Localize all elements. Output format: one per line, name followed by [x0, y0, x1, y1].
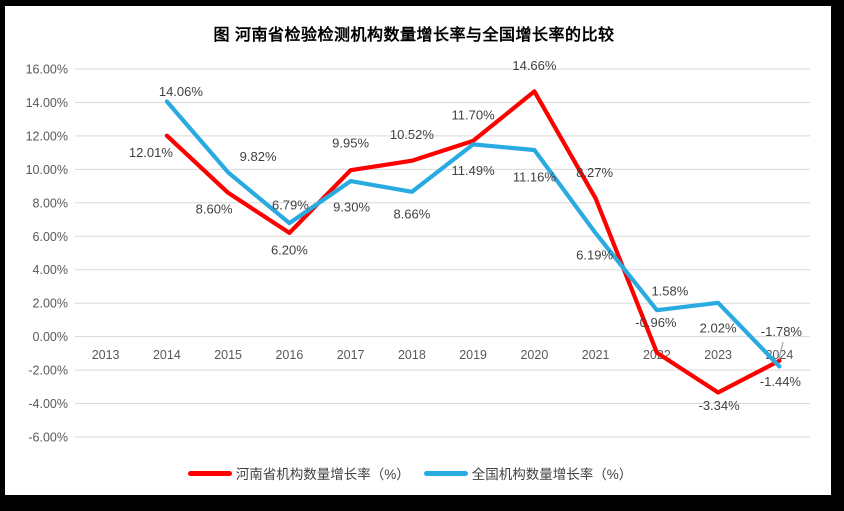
data-label-henan-2018: 10.52% [390, 127, 435, 142]
data-label-national-2015: 9.82% [240, 149, 277, 164]
data-label-henan-2023: -3.34% [698, 398, 740, 413]
national-line-swatch [423, 470, 468, 476]
chart-title: 图 河南省检验检测机构数量增长率与全国增长率的比较 [213, 27, 615, 44]
henan-line-swatch [187, 470, 232, 476]
data-label-national-2017: 9.30% [333, 200, 370, 215]
y-axis-tick-label: -4.00% [28, 397, 68, 411]
data-label-henan-2016: 6.20% [271, 242, 308, 257]
y-axis-tick-label: 14.00% [26, 96, 68, 110]
x-axis-tick-label: 2015 [214, 348, 242, 362]
y-axis-tick-label: 8.00% [33, 196, 68, 210]
data-label-henan-2015: 8.60% [196, 201, 233, 216]
data-label-henan-2024: -1.44% [760, 374, 802, 389]
data-label-henan-2021: 8.27% [576, 165, 613, 180]
data-label-henan-2019: 11.70% [452, 107, 496, 122]
legend-item-henan: 河南省机构数量增长率（%） [187, 463, 410, 483]
x-axis-tick-label: 2021 [582, 348, 610, 362]
data-label-national-2021: 6.19% [576, 248, 613, 263]
y-axis-tick-label: 12.00% [26, 129, 68, 143]
y-axis-tick-label: 4.00% [33, 263, 68, 277]
data-label-national-2023: 2.02% [700, 320, 737, 335]
data-label-national-2016: 6.79% [272, 198, 309, 213]
x-axis-tick-label: 2014 [153, 348, 181, 362]
y-axis-tick-label: -6.00% [28, 431, 68, 445]
y-axis-tick-label: 0.00% [33, 330, 68, 344]
x-axis-tick-label: 2018 [398, 348, 426, 362]
legend: 河南省机构数量增长率（%） 全国机构数量增长率（%） [0, 461, 820, 485]
data-label-national-2022: 1.58% [651, 284, 688, 299]
chart-background-panel [5, 6, 831, 495]
y-axis-tick-label: -2.00% [28, 364, 68, 378]
data-label-national-2020: 11.16% [513, 170, 557, 185]
data-label-henan-2022: -0.96% [635, 315, 677, 330]
data-label-national-2018: 8.66% [393, 206, 430, 221]
x-axis-tick-label: 2023 [704, 348, 732, 362]
x-axis-tick-label: 2016 [275, 348, 303, 362]
legend-item-national: 全国机构数量增长率（%） [423, 463, 633, 483]
data-label-national-2024: -1.78% [761, 324, 803, 339]
legend-label-national: 全国机构数量增长率（%） [471, 467, 633, 482]
data-label-national-2019: 11.49% [452, 163, 496, 178]
data-label-henan-2017: 9.95% [332, 136, 369, 151]
data-label-national-2014: 14.06% [159, 84, 204, 99]
y-axis-tick-label: 16.00% [26, 63, 68, 77]
y-axis-tick-label: 10.00% [26, 163, 68, 177]
series-line-national [164, 99, 782, 369]
data-label-henan-2014: 12.01% [129, 145, 174, 160]
y-axis-tick-label: 6.00% [33, 230, 68, 244]
y-axis-tick-label: 2.00% [33, 297, 68, 311]
x-axis-tick-label: 2013 [92, 348, 120, 362]
x-axis-tick-label: 2017 [337, 348, 365, 362]
data-label-henan-2020: 14.66% [512, 58, 557, 73]
series-line-henan [164, 89, 782, 395]
legend-label-henan: 河南省机构数量增长率（%） [235, 467, 410, 482]
x-axis-tick-label: 2019 [459, 348, 487, 362]
x-axis-tick-label: 2020 [520, 348, 548, 362]
